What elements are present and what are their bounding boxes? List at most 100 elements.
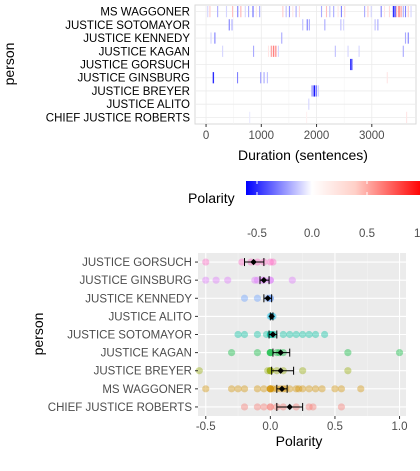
dot-plot-point-justice-sotomayor [286, 330, 294, 339]
dot-plot-point-ms-waggoner [331, 385, 339, 393]
dot-plot-point-ms-waggoner [357, 385, 365, 393]
heatmap-row-label: JUSTICE BREYER [92, 86, 190, 98]
dot-plot-row-label: JUSTICE KENNEDY [85, 293, 192, 305]
heatmap-band-justice-ginsburg [263, 72, 265, 84]
heatmap-band-ms-waggoner [288, 6, 291, 18]
heatmap-band-ms-waggoner [285, 6, 287, 18]
dot-plot-point-justice-breyer [266, 367, 274, 375]
dot-plot-row-label: JUSTICE GINSBURG [80, 275, 193, 287]
dot-plot-row-label: JUSTICE KAGAN [101, 348, 192, 360]
dot-plot-point-ms-waggoner [202, 385, 210, 393]
heatmap-band-justice-kennedy [214, 32, 216, 44]
heatmap-band-justice-gorsuch [351, 58, 354, 71]
heatmap-band-justice-kennedy [210, 32, 212, 44]
heatmap-band-ms-waggoner [232, 6, 234, 18]
heatmap-band-justice-ginsburg [386, 72, 388, 84]
heatmap-band-justice-kagan [222, 45, 224, 57]
dot-plot-point-justice-ginsburg [212, 276, 220, 284]
dot-plot-point-justice-sotomayor [234, 330, 242, 339]
dot-plot-point-ms-waggoner [240, 385, 249, 393]
dot-plot-mean-marker-justice-kennedy [264, 295, 271, 302]
dot-plot-point-justice-kennedy [240, 294, 249, 302]
dot-plot-mean-marker-chief-justice-roberts [286, 403, 293, 411]
dot-plot-point-justice-breyer [264, 367, 272, 375]
dot-plot-point-justice-breyer [344, 367, 352, 375]
dot-plot-point-justice-sotomayor [262, 330, 271, 339]
heatmap-band-justice-kagan [275, 45, 277, 57]
legend-title: Polarity [188, 190, 235, 206]
dot-plot-point-ms-waggoner [295, 385, 303, 393]
heatmap-band-ms-waggoner [333, 6, 335, 18]
heatmap-band-justice-kagan [358, 45, 360, 57]
dot-plot-point-justice-ginsburg [224, 276, 232, 284]
heatmap-band-justice-kagan [334, 45, 336, 57]
heatmap-band-ms-waggoner [396, 6, 398, 18]
heatmap-band-justice-sotomayor [228, 19, 230, 31]
heatmap-band-ms-waggoner [364, 6, 366, 18]
dot-plot-row-label: CHIEF JUSTICE ROBERTS [48, 402, 193, 414]
heatmap-x-tick-label: 2000 [304, 130, 330, 142]
dot-plot-point-justice-sotomayor [305, 330, 313, 339]
heatmap-band-ms-waggoner [298, 6, 300, 18]
dot-plot-point-justice-gorsuch [266, 258, 274, 266]
dot-plot-row-label: JUSTICE GORSUCH [82, 257, 192, 269]
heatmap-row-label: JUSTICE KENNEDY [83, 33, 190, 45]
heatmap-band-ms-waggoner [325, 6, 328, 18]
heatmap-band-justice-breyer [315, 85, 318, 97]
dot-plot-point-justice-kagan [344, 349, 352, 357]
heatmap-band-justice-kagan [267, 45, 270, 57]
heatmap-band-ms-waggoner [207, 6, 209, 18]
dot-plot-point-justice-kagan [395, 349, 404, 357]
legend-tick-label: 0.0 [304, 228, 320, 240]
heatmap-band-justice-breyer [313, 85, 316, 97]
heatmap-band-ms-waggoner [402, 6, 404, 18]
dot-plot-mean-marker-justice-alito [268, 313, 275, 320]
dot-plot-point-justice-ginsburg [266, 276, 274, 284]
heatmap-band-ms-waggoner [240, 6, 242, 18]
heatmap-row-label: JUSTICE KAGAN [99, 46, 190, 58]
heatmap-band-justice-sotomayor [324, 19, 326, 31]
dot-plot-point-ms-waggoner [337, 385, 346, 393]
dot-plot-x-tick-label: 0.5 [327, 421, 343, 433]
legend-ticks: -0.5 0.0 0.5 1.0 [247, 181, 420, 240]
heatmap-band-justice-alito [308, 98, 310, 110]
heatmap-band-ms-waggoner [292, 6, 294, 18]
heatmap-x-tick-labels: 0 1000 2000 3000 [203, 124, 385, 142]
heatmap-band-ms-waggoner [295, 6, 297, 18]
dot-plot-mean-marker-justice-kagan [277, 349, 284, 356]
dot-plot-mean-marker-justice-sotomayor [269, 331, 277, 338]
heatmap-band-justice-kennedy [407, 32, 409, 44]
heatmap-x-axis-title: Duration (sentences) [238, 147, 368, 163]
dot-plot-point-justice-breyer [266, 367, 274, 375]
dot-plot-point-ms-waggoner [311, 385, 320, 393]
dot-plot-y-axis-title: person [30, 313, 46, 356]
heatmap-band-justice-kagan [347, 45, 349, 57]
dot-plot-point-chief-justice-roberts [337, 403, 346, 411]
dot-plot-point-ms-waggoner [305, 385, 313, 393]
heatmap-band-ms-waggoner [344, 6, 346, 18]
heatmap-y-axis-title: person [1, 43, 17, 86]
dot-plot-point-chief-justice-roberts [309, 403, 317, 411]
dot-plot-point-ms-waggoner [269, 385, 277, 393]
dot-plot-x-axis-title: Polarity [276, 433, 323, 449]
dot-plot-point-chief-justice-roberts [253, 403, 262, 411]
heatmap-band-justice-kennedy [404, 32, 407, 44]
dot-plot-x-tick-label: 1.0 [392, 421, 408, 433]
dot-plot-point-ms-waggoner [266, 385, 274, 393]
heatmap-band-justice-gorsuch [350, 58, 352, 71]
heatmap-band-ms-waggoner [407, 6, 409, 18]
dot-plot-point-chief-justice-roberts [305, 403, 313, 411]
dot-plot-point-ms-waggoner [299, 385, 307, 393]
heatmap-band-justice-sotomayor [343, 19, 345, 31]
dot-plot-point-chief-justice-roberts [240, 403, 249, 411]
heatmap-band-ms-waggoner [282, 6, 284, 18]
heatmap-band-ms-waggoner [392, 6, 395, 18]
dot-plot-point-ms-waggoner [318, 385, 326, 393]
dot-plot-point-justice-breyer [299, 367, 307, 375]
heatmap-x-tick-label: 1000 [249, 130, 275, 142]
dot-plot-point-ms-waggoner [266, 385, 274, 393]
dot-plot-point-justice-kagan [253, 349, 262, 357]
dot-plot-point-justice-kennedy [253, 294, 262, 302]
dot-plot-point-justice-gorsuch [202, 258, 210, 266]
